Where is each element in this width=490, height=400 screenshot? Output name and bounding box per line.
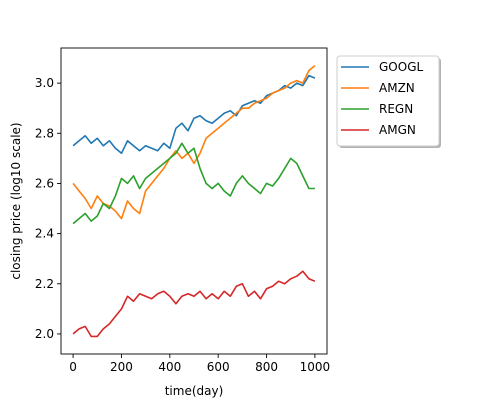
- y-tick-label: 2.6: [35, 176, 54, 190]
- x-tick-label: 600: [207, 360, 230, 374]
- y-axis-label: closing price (log10 scale): [9, 122, 23, 279]
- y-axis-ticks: 2.0 2.2 2.4 2.6 2.8 3.0: [35, 76, 61, 341]
- plot-frame: [60, 47, 328, 355]
- legend-label-regn: REGN: [379, 102, 413, 116]
- x-tick-label: 1000: [300, 360, 331, 374]
- x-tick-label: 200: [110, 360, 133, 374]
- series-layer: [72, 64, 316, 338]
- x-tick-label: 0: [69, 360, 77, 374]
- x-tick-label: 400: [158, 360, 181, 374]
- y-tick-label: 2.4: [35, 227, 54, 241]
- y-tick-label: 3.0: [35, 76, 54, 90]
- legend: GOOGL AMZN REGN AMGN: [336, 55, 441, 148]
- x-axis-ticks: 0 200 400 600 800 1000: [69, 354, 330, 374]
- series-line-amzn: [72, 64, 316, 220]
- series-line-amgn: [72, 270, 316, 338]
- y-tick-label: 2.8: [35, 126, 54, 140]
- legend-label-googl: GOOGL: [379, 60, 423, 74]
- legend-label-amgn: AMGN: [379, 123, 416, 137]
- series-line-googl: [72, 74, 316, 155]
- x-axis-label: time(day): [165, 384, 224, 398]
- y-tick-label: 2.2: [35, 277, 54, 291]
- y-tick-label: 2.0: [35, 327, 54, 341]
- legend-label-amzn: AMZN: [379, 81, 415, 95]
- x-tick-label: 800: [255, 360, 278, 374]
- legend-box: [336, 55, 440, 147]
- series-line-regn: [72, 142, 315, 225]
